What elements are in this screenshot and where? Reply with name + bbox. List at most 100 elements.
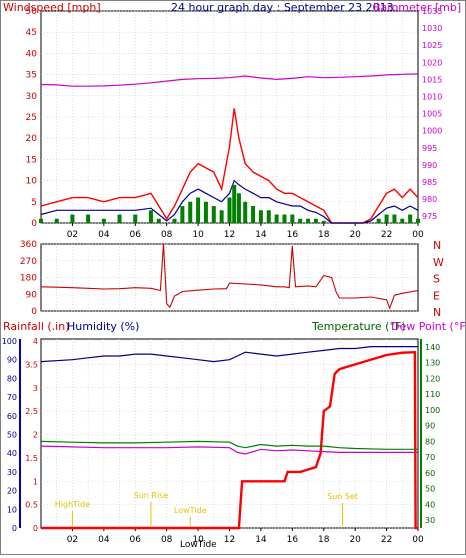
barometer-tick-label: 990	[422, 161, 437, 170]
gust-bar	[156, 218, 161, 223]
compass-label: S	[433, 273, 440, 286]
x-tick-label: 20	[349, 230, 361, 240]
x-tick-label: 22	[381, 230, 392, 240]
x-tick-label: 18	[318, 535, 330, 545]
gust-bar	[86, 214, 91, 223]
gust-bar	[196, 197, 201, 223]
dewpoint-axis-label: Dew Point (°F)	[391, 320, 465, 333]
gust-bar	[282, 214, 287, 223]
windspeed-axis-label: Windspeed [mph]	[3, 1, 101, 14]
gust-bar	[384, 214, 389, 223]
x-tick-label: 14	[255, 535, 267, 545]
humidity-line	[40, 346, 418, 363]
x-tick-label: 18	[318, 230, 330, 240]
x-tick-label: 08	[161, 535, 173, 545]
rainfall-tick-label: 2	[33, 431, 38, 440]
gust-bar	[313, 218, 318, 223]
gust-bar	[236, 193, 241, 223]
temperature-tick-label: 110	[425, 390, 440, 399]
rain-axis-ticks: 00.511.522.533.5401020304050607080901003…	[2, 337, 441, 545]
humidity-tick-label: 30	[7, 468, 17, 477]
humidity-tick-label: 80	[7, 374, 17, 383]
annotation-label: LowTide	[174, 506, 207, 515]
gust-bar	[376, 218, 381, 223]
humidity-tick-label: 10	[7, 505, 17, 514]
barometer-tick-label: 985	[422, 178, 437, 187]
gust-bar	[203, 201, 208, 223]
windspeed-tick-label: 25	[26, 113, 37, 123]
annotation-label: HighTide	[55, 500, 90, 509]
wind-direction-line	[40, 243, 419, 310]
barometer-tick-label: 1000	[422, 127, 442, 136]
compass-label: N	[433, 239, 441, 252]
rainfall-tick-label: 1.5	[25, 454, 38, 463]
direction-tick-label: 90	[26, 290, 38, 300]
temperature-tick-label: 140	[425, 343, 440, 352]
humidity-tick-label: 90	[7, 356, 17, 365]
gust-bar	[321, 220, 326, 223]
gust-bar	[54, 218, 59, 223]
gust-bar	[290, 214, 295, 223]
gust-bar	[101, 218, 106, 223]
gust-bar	[266, 210, 271, 223]
barometer-tick-label: 1010	[422, 92, 442, 101]
windspeed-tick-label: 45	[26, 28, 37, 38]
x-tick-label: 14	[255, 230, 267, 240]
rain-plot-area	[40, 338, 419, 529]
temperature-tick-label: 100	[425, 406, 440, 415]
barometer-tick-label: 975	[422, 212, 437, 221]
temperature-tick-label: 40	[425, 500, 435, 509]
tide-sun-annotations: HighTide Sun Rise LowTide Sun Set	[55, 491, 358, 526]
x-tick-label: 10	[192, 230, 204, 240]
x-tick-label: 20	[349, 535, 361, 545]
direction-tick-label: 360	[20, 240, 37, 250]
direction-tick-label: 0	[31, 307, 37, 317]
barometer-tick-label: 995	[422, 144, 437, 153]
temperature-tick-label: 70	[425, 453, 435, 462]
rainfall-tick-label: 1	[33, 477, 38, 486]
x-tick-label: 02	[67, 535, 78, 545]
gust-bar	[243, 201, 248, 223]
gust-bar	[219, 210, 224, 223]
x-tick-label: 16	[287, 535, 299, 545]
humidity-tick-label: 60	[7, 412, 17, 421]
rainfall-tick-label: 2.5	[25, 407, 38, 416]
gust-bar	[258, 210, 263, 223]
gust-bar	[227, 197, 232, 223]
gust-bar	[400, 218, 405, 223]
x-tick-label: 06	[130, 535, 142, 545]
direction-series	[40, 243, 419, 310]
gust-bars	[39, 184, 420, 223]
temperature-tick-label: 80	[425, 437, 435, 446]
temperature-tick-label: 130	[425, 359, 440, 368]
direction-tick-label: 180	[20, 274, 37, 284]
gust-bar	[298, 218, 303, 223]
x-tick-label: 16	[287, 230, 299, 240]
gust-bar	[117, 214, 122, 223]
gust-bar	[251, 206, 256, 223]
rainfall-axis-label: Rainfall (.in)	[3, 320, 70, 333]
x-tick-label: 08	[161, 230, 173, 240]
bottom-lowtide-label: LowTide	[180, 540, 217, 550]
gust-bar	[188, 201, 193, 223]
rainfall-tick-label: 0.5	[25, 501, 38, 510]
chart-title: 24 hour graph day : September 23 2013	[171, 1, 394, 14]
barometer-tick-label: 1025	[422, 41, 442, 50]
rainfall-tick-label: 0	[33, 524, 38, 533]
compass-label: N	[433, 306, 441, 319]
humidity-tick-label: 50	[7, 431, 17, 440]
x-tick-label: 04	[98, 230, 110, 240]
gust-bar	[416, 218, 420, 223]
temperature-tick-label: 30	[425, 516, 435, 525]
rainfall-tick-label: 3	[33, 384, 38, 393]
humidity-tick-label: 70	[7, 393, 17, 402]
humidity-tick-label: 0	[12, 524, 17, 533]
compass-label: W	[433, 256, 444, 269]
dewpoint-line	[40, 445, 418, 455]
temperature-tick-label: 60	[425, 469, 435, 478]
wind-axis-ticks: 0510152025303540455097598098599099510001…	[26, 7, 443, 240]
compass-label: E	[433, 289, 440, 302]
